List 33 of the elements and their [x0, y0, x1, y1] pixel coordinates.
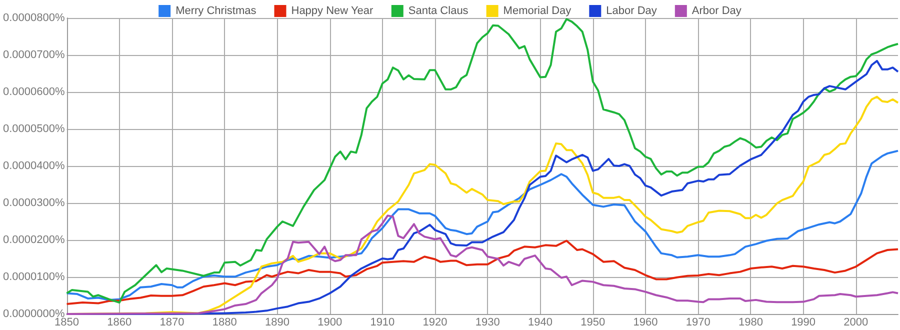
x-tick-label: 1980: [738, 316, 763, 328]
x-tick-label: 1950: [580, 316, 606, 328]
legend-label: Santa Claus: [408, 5, 469, 17]
x-tick-label: 1940: [528, 316, 552, 328]
y-tick-label: 0.0000600%: [2, 86, 65, 98]
legend-label: Merry Christmas: [176, 5, 257, 17]
y-tick-label: 0.0000700%: [2, 49, 65, 61]
line-series: [66, 18, 899, 304]
y-tick-label: 0.0000100%: [2, 271, 65, 283]
legend-label: Memorial Day: [503, 5, 572, 17]
legend-label: Labor Day: [606, 5, 658, 17]
x-tick-label: 1870: [160, 316, 184, 328]
legend-label: Arbor Day: [692, 5, 742, 17]
y-tick-label: 0.0000800%: [2, 12, 65, 24]
x-tick-label: 1910: [370, 316, 395, 328]
x-tick-label: 1990: [791, 316, 816, 328]
y-tick-label: 0.0000400%: [2, 160, 65, 172]
x-tick-label: 1860: [107, 316, 132, 328]
x-tick-label: 1880: [212, 316, 237, 328]
x-tick-label: 1930: [475, 316, 500, 328]
legend-label: Happy New Year: [291, 5, 374, 17]
x-tick-label: 1900: [318, 316, 342, 328]
x-tick-label: 1960: [633, 316, 658, 328]
y-tick-label: 0.0000200%: [2, 234, 65, 246]
y-tick-label: 0.0000300%: [2, 197, 65, 209]
x-tick-label: 1970: [686, 316, 710, 328]
x-tick-label: 2000: [844, 316, 868, 328]
x-tick-label: 1890: [264, 316, 290, 328]
line-series: [66, 150, 899, 301]
x-tick-label: 1850: [54, 316, 80, 328]
y-tick-label: 0.0000500%: [2, 123, 65, 135]
line-series: [66, 240, 899, 306]
x-tick-label: 1920: [422, 316, 448, 328]
